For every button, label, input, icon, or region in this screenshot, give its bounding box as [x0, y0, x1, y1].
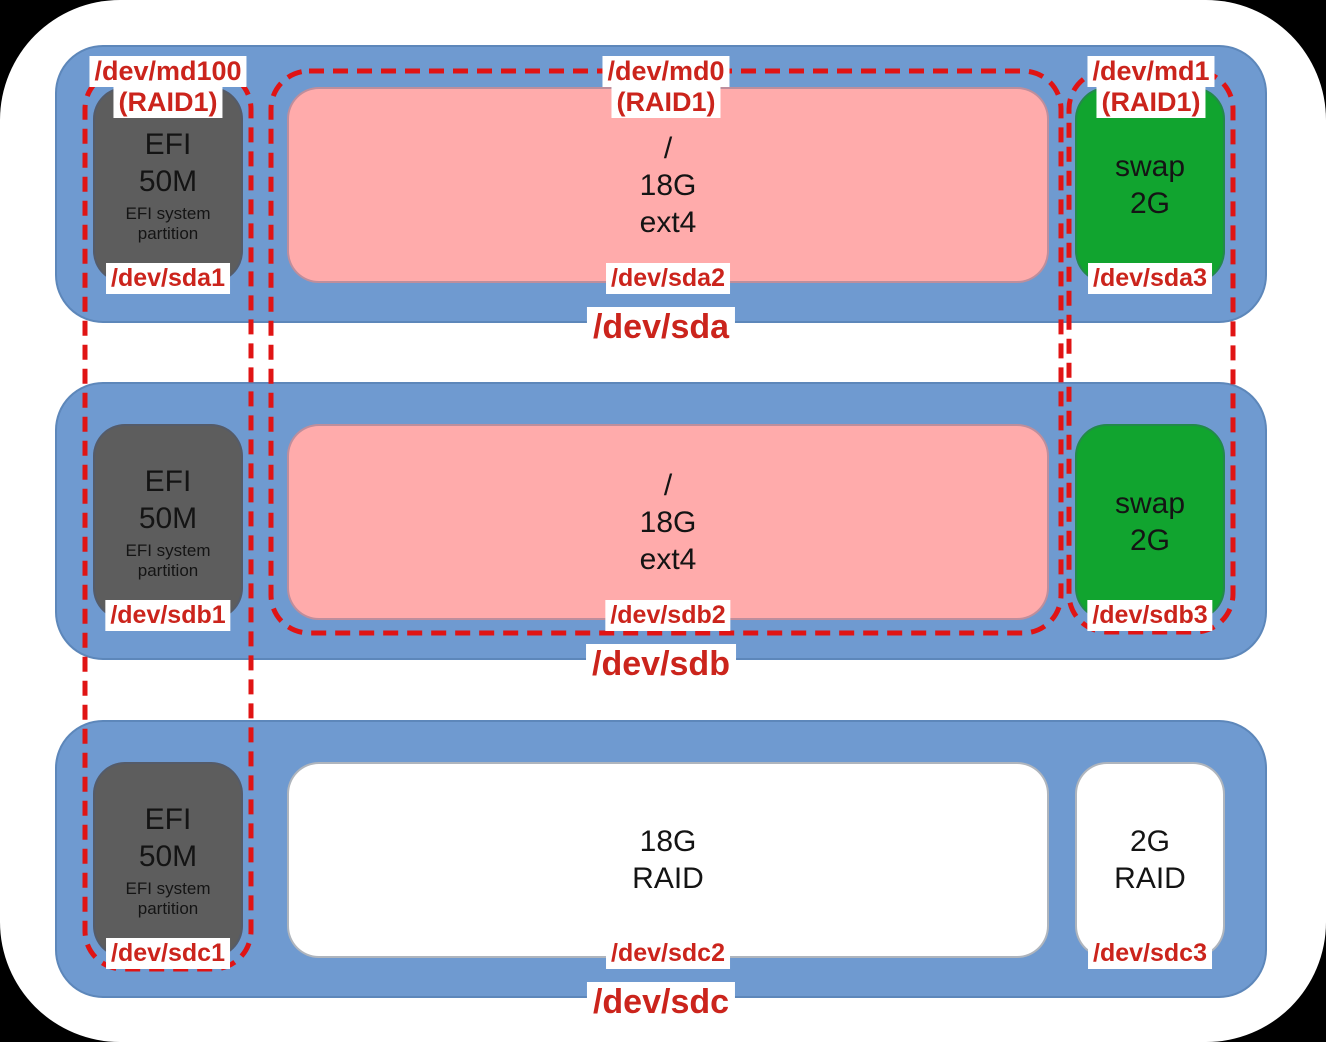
partition-sdc1-type: EFI system partition	[125, 879, 211, 918]
disk-sdb: EFI 50M EFI system partition /dev/sdb1 /…	[55, 382, 1267, 684]
raid-md100-label: /dev/md100 (RAID1)	[89, 56, 247, 118]
partition-sda3-size: 2G	[1129, 187, 1171, 220]
partition-sdb2-fs: ext4	[639, 542, 697, 576]
partition-sda3-fs: swap	[1114, 150, 1186, 183]
partition-sdc3: 2G RAID /dev/sdc3	[1075, 762, 1225, 969]
partition-sdc2-role: RAID	[632, 862, 704, 895]
disk-sdc-label: /dev/sdc	[586, 982, 736, 1022]
raid-md0-type: (RAID1)	[611, 87, 721, 118]
partition-sda1-fs: EFI	[144, 128, 192, 161]
raid-md0-name: /dev/md0	[602, 56, 730, 87]
partition-sdb3: swap 2G /dev/sdb3	[1075, 424, 1225, 631]
partition-sdc1-label: /dev/sdc1	[106, 938, 230, 969]
partition-sdb1: EFI 50M EFI system partition /dev/sdb1	[93, 424, 243, 631]
partition-sdc2: 18G RAID /dev/sdc2	[287, 762, 1049, 969]
disk-sda-label: /dev/sda	[586, 307, 736, 347]
partition-sdb3-fs: swap	[1114, 487, 1186, 520]
disk-sdc: EFI 50M EFI system partition /dev/sdc1 1…	[55, 720, 1267, 1022]
partition-sdb2-mount: /	[663, 468, 673, 502]
partition-sda2-size: 18G	[639, 168, 697, 202]
partition-sdb1-size: 50M	[138, 502, 198, 535]
partition-sdb1-label: /dev/sdb1	[105, 600, 231, 631]
raid-md0-label: /dev/md0 (RAID1)	[602, 56, 730, 118]
partition-sdb3-size: 2G	[1129, 524, 1171, 557]
partition-sdc3-size: 2G	[1129, 825, 1171, 858]
raid-md1-type: (RAID1)	[1096, 87, 1206, 118]
partition-sdc3-role: RAID	[1114, 862, 1186, 895]
partition-sdb2: / 18G ext4 /dev/sdb2	[287, 424, 1049, 631]
partition-sda2-fs: ext4	[639, 205, 697, 239]
partition-sdc1-fs: EFI	[144, 803, 192, 836]
partition-sdb1-type: EFI system partition	[125, 541, 211, 580]
raid-md100-name: /dev/md100	[89, 56, 247, 87]
partition-sdc2-label: /dev/sdc2	[606, 938, 730, 969]
partition-sdb3-label: /dev/sdb3	[1087, 600, 1213, 631]
raid-md1-label: /dev/md1 (RAID1)	[1087, 56, 1215, 118]
partition-sdc1: EFI 50M EFI system partition /dev/sdc1	[93, 762, 243, 969]
partition-sdb2-label: /dev/sdb2	[605, 600, 731, 631]
partition-sda2-mount: /	[663, 131, 673, 165]
partition-sda1-size: 50M	[138, 165, 198, 198]
partition-sdb1-fs: EFI	[144, 465, 192, 498]
partition-sda1-type: EFI system partition	[125, 204, 211, 243]
partition-sda2-label: /dev/sda2	[606, 263, 730, 294]
raid-md1-name: /dev/md1	[1087, 56, 1215, 87]
partition-sda1-label: /dev/sda1	[106, 263, 230, 294]
partition-sdc2-size: 18G	[639, 825, 697, 858]
raid-md100-type: (RAID1)	[113, 87, 223, 118]
partition-sda3-label: /dev/sda3	[1088, 263, 1212, 294]
partition-sdb2-size: 18G	[639, 505, 697, 539]
disk-sdb-label: /dev/sdb	[586, 644, 736, 684]
partition-sdc1-size: 50M	[138, 840, 198, 873]
partition-sdc3-label: /dev/sdc3	[1088, 938, 1212, 969]
